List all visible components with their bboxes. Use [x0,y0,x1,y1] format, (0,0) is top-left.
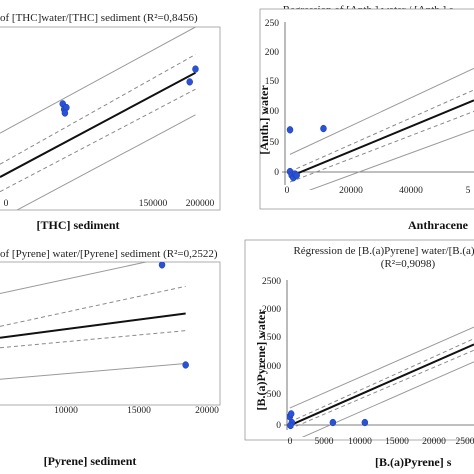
panel-bapyrene-x-tick-cut: 2500 [456,437,474,447]
panel-bapyrene-x-tick-10000: 10000 [348,437,372,447]
panel-anth-prediction-band-1 [308,129,474,190]
panel-anth-regression-line [289,99,474,178]
panel-anth-y-tick-50: 50 [270,138,280,148]
panel-pyrene-prediction-band-0 [0,262,149,294]
panel-bapyrene-prediction-band-0 [289,326,474,409]
panel-anth-y-tick-250: 250 [265,19,280,29]
panel-bapyrene-y-tick-1000: 1000 [262,362,281,372]
panel-anth-y-tick-200: 200 [265,48,280,58]
panel-thc-prediction-band-0 [0,27,196,134]
panel-bapyrene-x-tick-5000: 5000 [315,437,334,447]
panel-anth-x-tick-40000: 40000 [399,186,423,196]
panel-bapyrene-data-point [329,418,337,427]
panel-anth-x-tick-cut: 5 [466,186,471,196]
panel-thc-data-point [61,109,69,117]
panel-bapyrene-x-tick-0: 0 [288,437,293,447]
panel-bapyrene: Régression de [B.(a)Pyrene] water/[B.(a)… [244,239,474,469]
panel-bapyrene-y-tick-2000: 2000 [262,305,281,315]
panel-anth-data-point [320,124,327,133]
panel-pyrene-x-tick-15000: 15000 [127,406,151,416]
panel-thc-confidence-band-1 [0,88,196,193]
panel-bapyrene-y-tick-1500: 1500 [262,333,281,343]
panel-anth: Regression of [Anth.] water / [Anth.] s … [257,4,474,232]
panel-bapyrene-data-point [287,410,295,418]
panel-pyrene-title: of [Pyrene] water/[Pyrene] sediment (R²=… [0,248,218,260]
panel-thc-x-tick-1: 150000 [139,199,168,209]
panel-anth-y-tick-100: 100 [265,107,280,117]
panel-pyrene-data-point [182,361,189,369]
panel-bapyrene-confidence-band-1 [289,349,474,430]
panel-thc-regression-line [0,71,196,178]
panel-anth-marks [286,67,474,190]
panel-pyrene-confidence-band-1 [0,330,186,349]
panel-anth-y-tick-0: 0 [274,168,279,178]
panel-pyrene-x-tick-20000: 20000 [195,406,219,416]
panel-thc-data-point [192,65,199,73]
panel-pyrene-x-tick-10000: 10000 [54,406,78,416]
panel-thc-x-tick-2: 200000 [186,199,215,209]
panel-bapyrene-y-tick-2500: 2500 [262,277,281,287]
panel-anth-confidence-band-0 [289,89,474,173]
panel-thc-title: of [THC]water/[THC] sediment (R²=0,8456) [0,12,198,24]
panel-bapyrene-x-label: [B.(a)Pyrene] s [375,455,452,469]
panel-bapyrene-data-point [361,418,369,427]
panel-anth-data-point [286,126,294,134]
panel-thc-x-label: [THC] sediment [37,218,120,232]
panel-thc-x-tick-0: 0 [4,199,9,209]
panel-bapyrene-y-label: [B.(a)Pyrene] water [254,309,268,411]
panel-thc-marks [0,27,199,210]
panel-pyrene-data-point [158,262,166,269]
panel-anth-confidence-band-1 [289,110,474,183]
panel-anth-x-tick-20000: 20000 [339,186,363,196]
panel-anth-x-label: Anthracene [408,218,469,232]
panel-bapyrene-marks [287,326,474,437]
panel-bapyrene-title: Régression de [B.(a)Pyrene] water/[B.(a) [293,245,474,257]
panel-pyrene: of [Pyrene] water/[Pyrene] sediment (R²=… [0,248,221,468]
panel-bapyrene-y-tick-0: 0 [276,421,281,431]
panel-pyrene-prediction-band-1 [0,363,186,380]
panel-bapyrene-x-tick-20000: 20000 [422,437,446,447]
panel-anth-y-tick-150: 150 [265,77,280,87]
panel-bapyrene-confidence-band-0 [289,338,474,423]
panel-anth-prediction-band-0 [289,67,474,155]
panel-thc-prediction-band-1 [16,114,196,210]
panel-pyrene-marks [0,262,189,380]
panel-thc-data-point [186,78,193,86]
panel-pyrene-x-label: [Pyrene] sediment [44,454,137,468]
panel-anth-data-point [293,171,300,179]
panel-anth-x-tick-0: 0 [285,186,290,196]
panel-bapyrene-y-tick-500: 500 [267,390,282,400]
panel-anth-y-label: [Anth.] water [257,85,271,155]
panel-thc-confidence-band-0 [0,54,196,165]
panel-pyrene-regression-line [0,312,186,339]
panel-bapyrene-x-tick-15000: 15000 [385,437,409,447]
panel-bapyrene-subtitle: (R²=0,9098) [381,258,436,270]
panel-bapyrene-prediction-band-1 [301,361,474,437]
panel-bapyrene-frame [244,239,474,441]
panel-bapyrene-regression-line [289,343,474,427]
panel-pyrene-confidence-band-0 [0,285,186,327]
panel-bapyrene-data-point [287,421,294,430]
panel-thc: of [THC]water/[THC] sediment (R²=0,8456)… [0,12,221,232]
